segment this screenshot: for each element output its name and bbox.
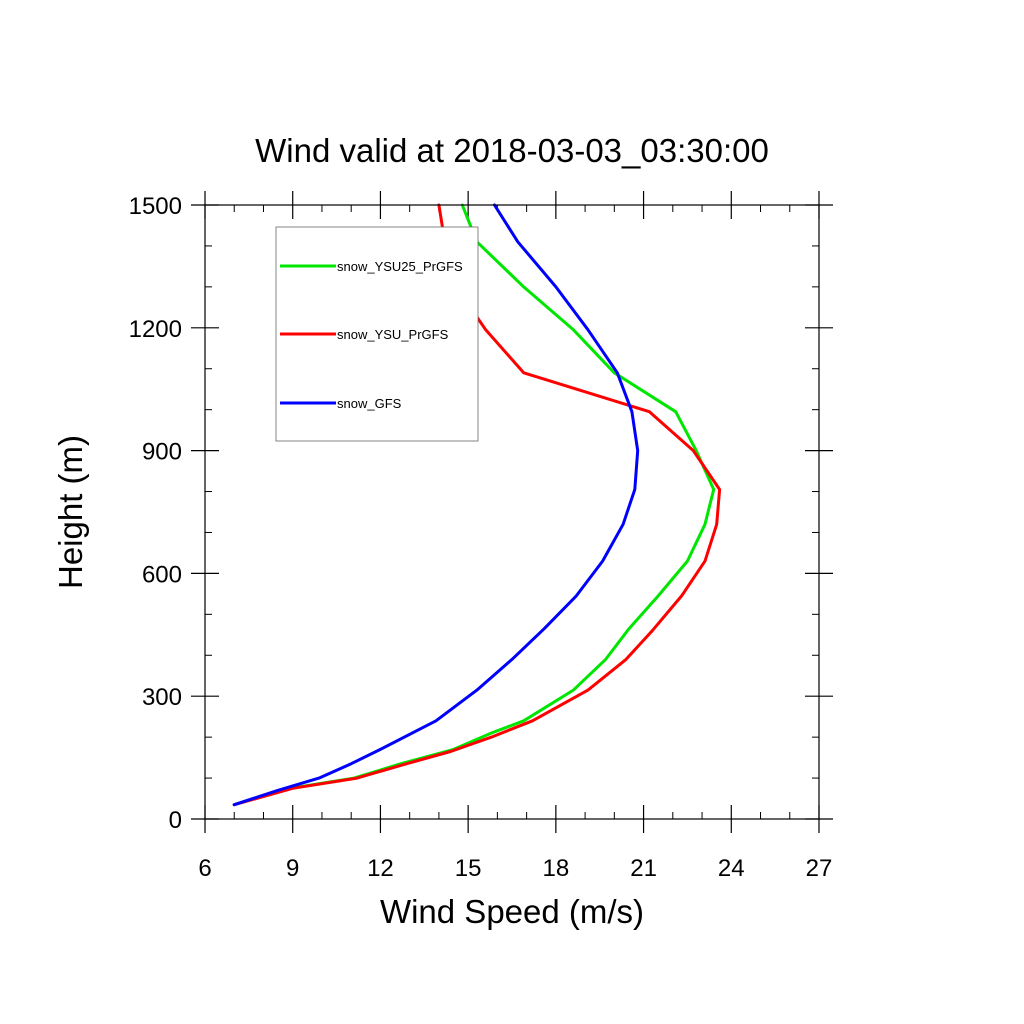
legend-label: snow_YSU_PrGFS	[337, 327, 449, 342]
chart-title: Wind valid at 2018-03-03_03:30:00	[255, 132, 769, 169]
x-tick-label: 24	[718, 855, 745, 882]
legend: snow_YSU25_PrGFS snow_YSU_PrGFS snow_GFS	[275, 226, 479, 442]
plot-frame	[204, 204, 820, 820]
series-lines	[232, 203, 722, 807]
x-tick-label: 27	[806, 855, 833, 882]
x-tick-label: 18	[543, 855, 570, 882]
x-tick-label: 6	[198, 855, 211, 882]
x-axis-label: Wind Speed (m/s)	[380, 893, 644, 930]
series-line-snow_YSU_PrGFS	[232, 203, 722, 807]
x-tick-label: 21	[630, 855, 657, 882]
y-tick-label: 0	[169, 807, 182, 834]
x-tick-labels: 6 9 12 15 18 21 24 27	[198, 855, 832, 882]
y-tick-labels: 0 300 600 900 1200 1500	[129, 193, 182, 834]
y-tick-label: 1200	[129, 316, 182, 343]
x-tick-label: 15	[455, 855, 482, 882]
y-tick-label: 300	[142, 684, 182, 711]
x-tick-label: 12	[367, 855, 394, 882]
y-tick-label: 1500	[129, 193, 182, 220]
y-tick-label: 900	[142, 439, 182, 466]
y-axis-label: Height (m)	[52, 435, 89, 589]
series-line-snow_GFS	[232, 203, 640, 807]
y-tick-label: 600	[142, 561, 182, 588]
legend-label: snow_GFS	[337, 396, 402, 411]
x-tick-label: 9	[286, 855, 299, 882]
legend-label: snow_YSU25_PrGFS	[337, 259, 463, 274]
